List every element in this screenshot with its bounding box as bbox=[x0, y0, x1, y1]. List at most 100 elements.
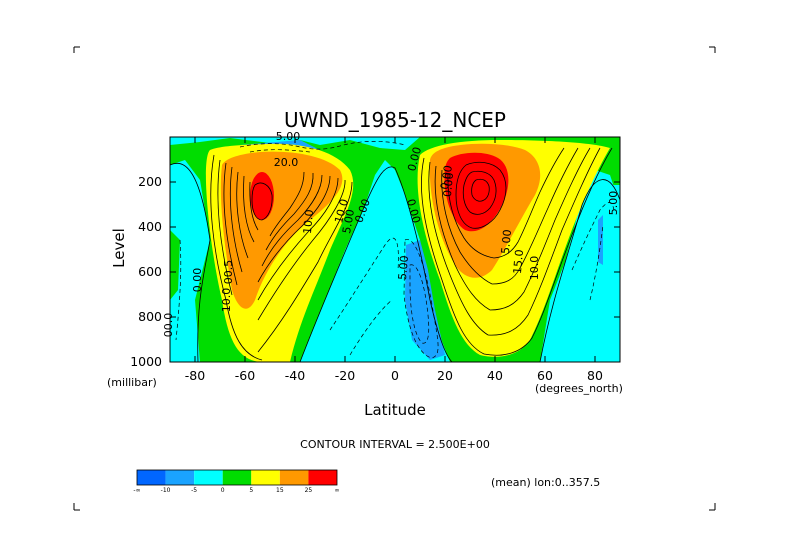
contour-line bbox=[471, 178, 490, 202]
colorbar-tick-label: -5 bbox=[191, 487, 197, 494]
mean-text: (mean) lon:0..357.5 bbox=[491, 476, 600, 489]
colorbar-tick-label: ∞ bbox=[335, 487, 340, 494]
colorbar-tick-label: 25 bbox=[305, 487, 313, 494]
contour-line bbox=[223, 162, 238, 286]
colorbar-swatch bbox=[308, 470, 337, 485]
contour-line bbox=[447, 173, 495, 259]
colorbar-tick-label: 0 bbox=[221, 487, 225, 494]
contour-label: 10.0 bbox=[332, 198, 351, 225]
contour-line bbox=[421, 157, 485, 355]
contour-line bbox=[483, 147, 613, 356]
colorbar-swatch bbox=[279, 470, 309, 485]
colorbar-swatch bbox=[222, 470, 252, 485]
contour-label: 5.00 bbox=[499, 229, 514, 255]
contour-field bbox=[170, 137, 620, 362]
y-tick-label: 800 bbox=[138, 309, 162, 324]
contour-line bbox=[257, 181, 353, 353]
contour-label: 00.0 bbox=[162, 313, 175, 338]
contour-label: 15.0 bbox=[511, 249, 526, 275]
contour-line bbox=[571, 202, 615, 271]
fill-region-blue-small bbox=[598, 215, 603, 265]
contour-label: 0.00 bbox=[404, 198, 423, 225]
colorbar-swatch bbox=[251, 470, 280, 485]
contour-line bbox=[329, 238, 399, 331]
contour-line bbox=[236, 171, 249, 259]
contour-line bbox=[487, 147, 601, 336]
y-tick-label: 400 bbox=[138, 219, 162, 234]
fill-region-cyan-right bbox=[582, 185, 620, 362]
x-tick-label: 40 bbox=[487, 368, 503, 383]
contour-lines-positive bbox=[210, 147, 613, 361]
y-tick-label: 600 bbox=[138, 264, 162, 279]
x-tick-label: -20 bbox=[335, 368, 355, 383]
y-tick-label: 1000 bbox=[130, 354, 162, 369]
axis-ticks: -80 -60 -40 -20 0 20 40 60 80 200 400 600 800 1000 bbox=[130, 137, 620, 383]
x-tick-label: 20 bbox=[437, 368, 453, 383]
colorbar: -∞ -10 -5 0 5 15 25 ∞ bbox=[133, 469, 340, 494]
contour-line bbox=[210, 154, 263, 361]
chart-title: UWND_1985-12_NCEP bbox=[284, 108, 506, 132]
colorbar-frame bbox=[136, 469, 338, 486]
colorbar-tick-label: 5 bbox=[249, 487, 253, 494]
contour-label: 5.00 bbox=[340, 208, 357, 234]
contour-label: 5.00 bbox=[607, 191, 620, 216]
contour-line bbox=[175, 239, 182, 341]
contour-label: 00.5 bbox=[222, 260, 235, 285]
x-tick-label: -80 bbox=[185, 368, 205, 383]
contour-interval-text: CONTOUR INTERVAL = 2.500E+00 bbox=[300, 438, 490, 451]
x-tick-label: 60 bbox=[537, 368, 553, 383]
y-tick-label: 200 bbox=[138, 174, 162, 189]
contour-label: 10.0 bbox=[301, 209, 316, 235]
contour-line bbox=[261, 174, 323, 267]
contour-line bbox=[539, 179, 620, 362]
contour-label: 0.00 bbox=[191, 268, 204, 293]
y-units-label: (millibar) bbox=[107, 376, 157, 389]
contour-line bbox=[257, 177, 339, 301]
contour-line bbox=[257, 179, 346, 321]
contour-line bbox=[441, 169, 493, 285]
contour-label: 10.0 bbox=[220, 288, 233, 313]
y-axis-label: Level bbox=[110, 228, 128, 268]
contour-line bbox=[455, 161, 507, 229]
x-tick-label: 80 bbox=[587, 368, 603, 383]
colorbar-tick-label: -∞ bbox=[133, 487, 140, 494]
colorbar-swatch bbox=[165, 470, 195, 485]
x-tick-label: -40 bbox=[285, 368, 305, 383]
x-units-label: (degrees_north) bbox=[535, 382, 623, 395]
contour-label: 5.00 bbox=[276, 130, 301, 143]
fill-region-cyan-top bbox=[170, 137, 420, 150]
contour-line bbox=[265, 172, 314, 251]
contour-label: 5.00 bbox=[396, 255, 411, 281]
contour-label: 0.00 bbox=[438, 164, 455, 190]
x-tick-label: 0 bbox=[391, 368, 399, 383]
contour-line bbox=[251, 182, 273, 221]
contour-line bbox=[428, 161, 489, 336]
colorbar-swatch bbox=[137, 470, 166, 485]
contour-lines-negative bbox=[175, 141, 615, 359]
contour-line bbox=[462, 170, 497, 215]
fill-region-green-edge bbox=[170, 230, 180, 300]
colorbar-swatch bbox=[194, 470, 223, 485]
contour-line bbox=[403, 239, 439, 359]
contour-line bbox=[249, 181, 259, 231]
fill-region-blue-pocket bbox=[405, 240, 445, 360]
contour-label: 20.0 bbox=[274, 156, 299, 169]
contour-line bbox=[489, 147, 591, 311]
corner-mark-top-left bbox=[73, 46, 80, 53]
contour-line bbox=[229, 166, 243, 273]
contour-line bbox=[269, 171, 305, 237]
x-tick-label: -60 bbox=[235, 368, 255, 383]
contour-line bbox=[170, 162, 211, 362]
contour-line bbox=[257, 175, 331, 283]
contour-label: 10.0 bbox=[528, 256, 541, 281]
contour-line bbox=[434, 165, 491, 311]
corner-mark-top-right bbox=[709, 46, 716, 53]
contour-line bbox=[239, 141, 406, 150]
contour-line bbox=[491, 147, 579, 285]
contour-line bbox=[243, 175, 255, 243]
contour-line bbox=[409, 264, 430, 344]
corner-mark-bottom-right bbox=[709, 503, 716, 511]
contour-line bbox=[249, 149, 311, 153]
